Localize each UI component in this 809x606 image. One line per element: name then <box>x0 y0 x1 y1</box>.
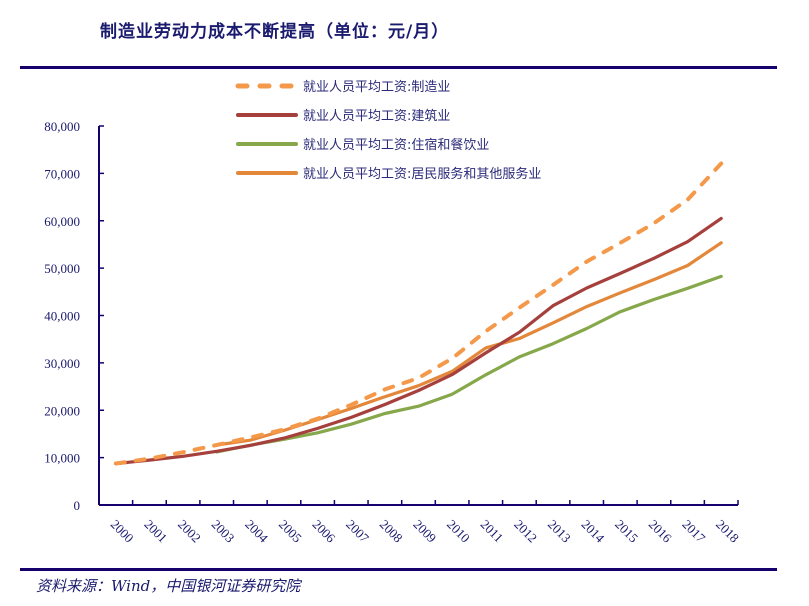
chart-title: 制造业劳动力成本不断提高（单位：元/月） <box>100 22 450 42</box>
y-tick-label: 50,000 <box>44 261 80 276</box>
series-line-2 <box>215 274 723 454</box>
x-tick-label: 2013 <box>545 517 574 546</box>
legend-label: 就业人员平均工资:居民服务和其他服务业 <box>303 166 541 182</box>
x-tick-label: 2002 <box>175 517 204 546</box>
legend: 就业人员平均工资:制造业就业人员平均工资:建筑业就业人员平均工资:住宿和餐饮业就… <box>235 80 541 182</box>
source-note: 资料来源：Wind，中国银河证券研究院 <box>36 577 301 595</box>
x-tick-label: 2014 <box>579 517 608 546</box>
x-tick-label: 2005 <box>276 517 305 546</box>
y-tick-label: 60,000 <box>44 214 80 229</box>
legend-label: 就业人员平均工资:住宿和餐饮业 <box>303 137 489 153</box>
x-tick-label: 2015 <box>612 517 641 546</box>
y-tick-label: 30,000 <box>44 356 80 371</box>
axes-layer: 0 10,000 20,000 30,000 40,000 50,000 60,000 70,… <box>44 119 742 546</box>
x-tick-label: 2017 <box>679 517 708 546</box>
x-tick-label: 2003 <box>209 517 238 546</box>
legend-item: 就业人员平均工资:住宿和餐饮业 <box>236 137 489 153</box>
y-tick-label: 70,000 <box>44 166 80 181</box>
y-tick-label: 80,000 <box>44 119 80 134</box>
series-line-0 <box>113 161 724 466</box>
legend-label: 就业人员平均工资:制造业 <box>303 80 450 95</box>
y-tick-label: 10,000 <box>44 451 80 466</box>
x-tick-label: 2008 <box>377 517 406 546</box>
x-tick-label: 2011 <box>478 517 507 546</box>
x-tick-label: 2010 <box>444 517 473 546</box>
x-tick-label: 2004 <box>242 517 271 546</box>
bottom-divider <box>20 568 777 571</box>
x-tick-label: 2016 <box>646 517 675 546</box>
x-tick-label: 2006 <box>309 517 338 546</box>
series-line-1 <box>114 216 723 466</box>
legend-item: 就业人员平均工资:建筑业 <box>236 108 450 124</box>
series-line-3 <box>215 241 723 447</box>
top-divider <box>20 66 777 69</box>
series-layer <box>113 161 724 466</box>
x-tick-label: 2007 <box>343 517 372 546</box>
legend-item: 就业人员平均工资:居民服务和其他服务业 <box>236 166 541 182</box>
y-tick-label: 40,000 <box>44 309 80 324</box>
x-tick-label: 2000 <box>108 517 137 546</box>
x-tick-label: 2012 <box>511 517 540 546</box>
legend-label: 就业人员平均工资:建筑业 <box>303 108 450 124</box>
x-tick-label: 2018 <box>713 517 742 546</box>
x-tick-label: 2001 <box>141 517 170 546</box>
y-tick-label: 0 <box>74 498 81 513</box>
legend-item: 就业人员平均工资:制造业 <box>235 80 450 95</box>
x-tick-label: 2009 <box>410 517 439 546</box>
y-tick-label: 20,000 <box>44 403 80 418</box>
